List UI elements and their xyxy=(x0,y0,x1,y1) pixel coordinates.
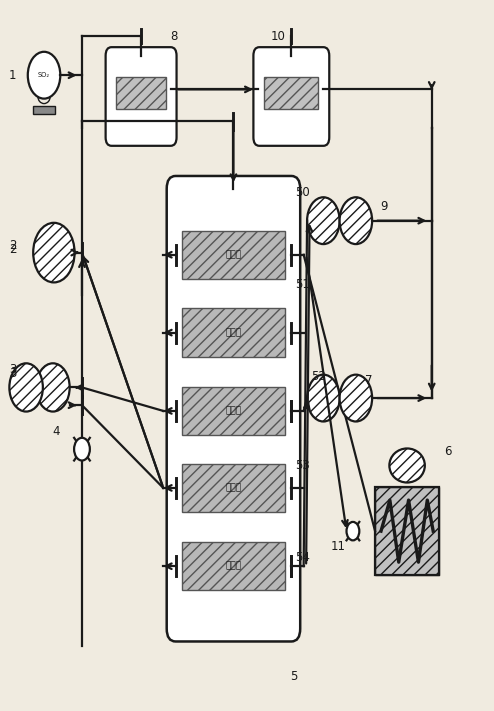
Circle shape xyxy=(28,52,60,99)
Text: 6: 6 xyxy=(444,445,452,458)
Text: 51: 51 xyxy=(295,278,310,291)
FancyBboxPatch shape xyxy=(106,47,176,146)
Bar xyxy=(182,464,285,512)
Text: 9: 9 xyxy=(380,200,387,213)
Bar xyxy=(117,77,165,109)
Circle shape xyxy=(307,375,339,422)
Bar xyxy=(182,542,285,590)
Bar xyxy=(375,487,439,575)
FancyBboxPatch shape xyxy=(253,47,329,146)
Text: 4: 4 xyxy=(52,425,59,438)
Bar xyxy=(375,487,439,575)
Circle shape xyxy=(346,522,359,540)
Text: 3: 3 xyxy=(9,363,17,376)
Text: 第四层: 第四层 xyxy=(225,483,242,493)
Text: SO₂: SO₂ xyxy=(38,73,50,78)
Circle shape xyxy=(9,363,43,412)
Circle shape xyxy=(74,438,90,461)
Text: 第二层: 第二层 xyxy=(225,328,242,337)
Text: 11: 11 xyxy=(331,540,346,553)
Bar xyxy=(264,77,319,109)
FancyBboxPatch shape xyxy=(166,176,300,641)
Text: 8: 8 xyxy=(170,30,178,43)
Text: 5: 5 xyxy=(290,670,298,683)
Ellipse shape xyxy=(389,449,425,483)
Text: 53: 53 xyxy=(295,459,310,472)
Circle shape xyxy=(307,197,339,244)
Text: 52: 52 xyxy=(311,370,326,383)
Text: 50: 50 xyxy=(295,186,310,199)
Bar xyxy=(33,106,55,114)
Circle shape xyxy=(339,375,372,422)
Text: 3: 3 xyxy=(9,367,17,380)
Text: 1: 1 xyxy=(8,69,16,82)
Circle shape xyxy=(339,197,372,244)
Bar xyxy=(182,387,285,435)
Text: 第一层: 第一层 xyxy=(225,250,242,260)
Text: 2: 2 xyxy=(9,239,17,252)
Bar xyxy=(182,309,285,357)
Text: 第三层: 第三层 xyxy=(225,407,242,415)
Text: 7: 7 xyxy=(365,374,373,387)
Text: 54: 54 xyxy=(295,551,310,565)
Circle shape xyxy=(33,223,75,282)
Circle shape xyxy=(36,363,70,412)
Text: 2: 2 xyxy=(9,242,17,255)
Text: 第五层: 第五层 xyxy=(225,562,242,571)
Text: 10: 10 xyxy=(271,30,286,43)
Bar xyxy=(182,230,285,279)
